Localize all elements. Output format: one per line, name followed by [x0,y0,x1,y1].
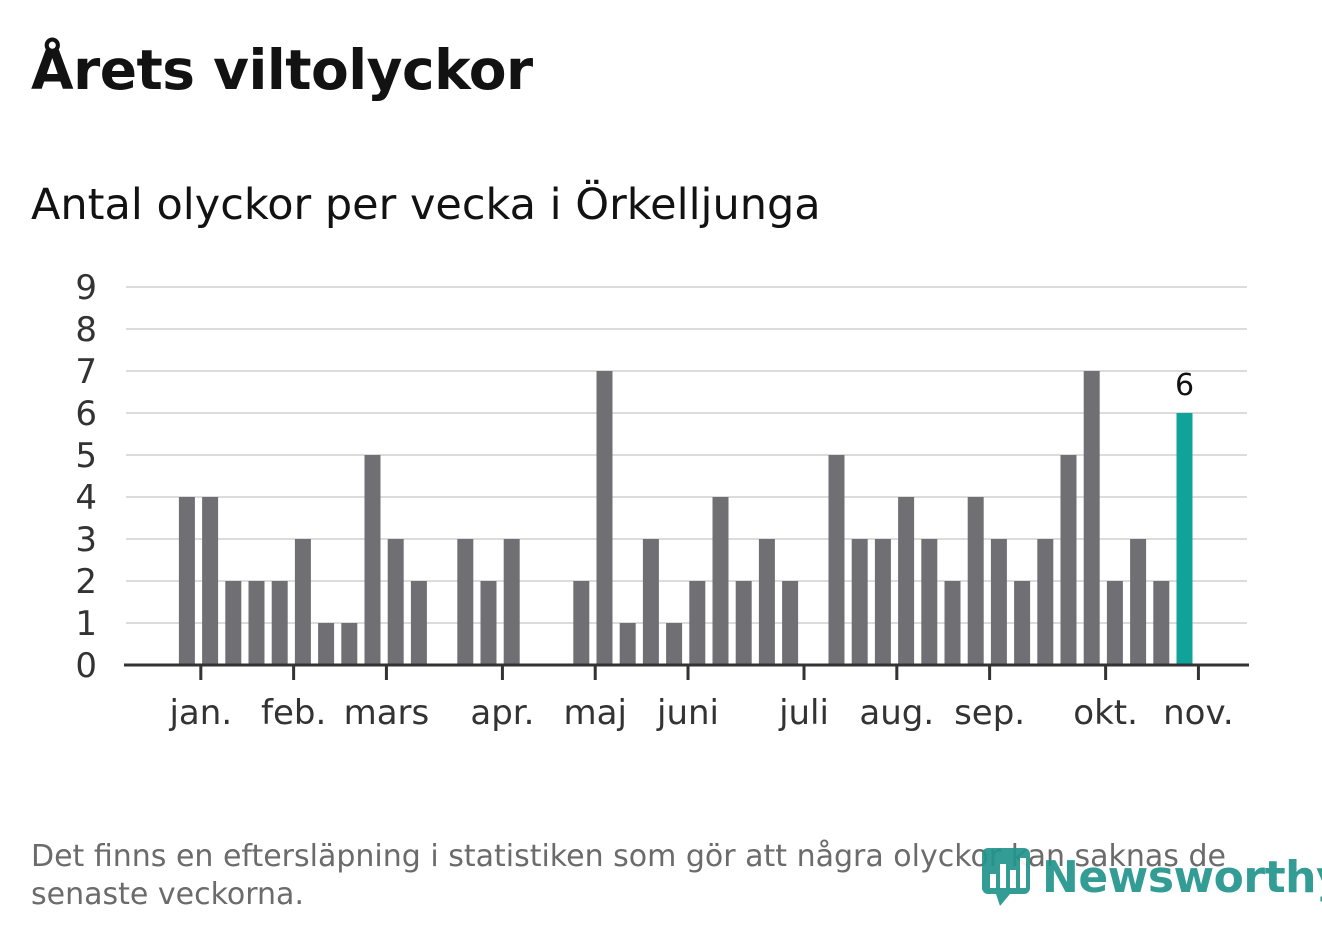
bar [689,581,706,665]
bar [898,497,915,665]
y-tick-label: 7 [75,352,97,392]
y-tick-label: 2 [75,562,97,602]
bar [1106,581,1123,665]
x-tick-label: okt. [1073,693,1138,733]
newsworthy-logo: Newsworthy [980,846,1322,908]
x-tick-label: nov. [1163,693,1234,733]
bar [828,455,845,665]
newsworthy-bar-chart-badge-icon [982,848,1030,906]
y-tick-label: 3 [75,520,97,560]
bar [480,581,497,665]
bar [248,581,265,665]
bar [294,539,311,665]
y-tick-label: 8 [75,310,97,350]
bar [782,581,799,665]
bar [735,581,752,665]
bar-highlight [1176,413,1193,665]
bar [990,539,1007,665]
x-tick-label: apr. [470,693,534,733]
bar [642,539,659,665]
bar [202,497,219,665]
y-tick-label: 9 [75,268,97,308]
bar [573,581,590,665]
bar [596,371,613,665]
chart-subtitle: Antal olyckor per vecka i Örkelljunga [31,180,821,230]
bar [341,623,358,665]
bar [318,623,335,665]
y-tick-label: 0 [75,646,97,686]
y-tick-label: 1 [75,604,97,644]
bar [851,539,868,665]
bar [457,539,474,665]
bar [1037,539,1054,665]
grid-lines [126,286,1247,624]
bar [967,497,984,665]
x-tick-label: sep. [954,693,1025,733]
bar [387,539,404,665]
bar [1153,581,1170,665]
x-tick-label: mars [344,693,430,733]
y-tick-label: 5 [75,436,97,476]
bar [225,581,242,665]
bar [410,581,427,665]
x-tick-label: jan. [168,693,232,733]
bar [271,581,288,665]
x-tick-label: juli [778,693,829,733]
y-tick-label: 6 [75,394,97,434]
bar [1014,581,1031,665]
bar [1083,371,1100,665]
x-axis [124,663,1249,680]
bar [758,539,775,665]
bar [944,581,961,665]
bar [178,497,195,665]
y-tick-label: 4 [75,478,97,518]
bar [1060,455,1077,665]
bar [503,539,520,665]
bars: 6 [178,368,1194,665]
bar [666,623,683,665]
bar [364,455,381,665]
x-tick-label: feb. [261,693,326,733]
logo-text: Newsworthy [1042,851,1322,903]
x-tick-label: aug. [859,693,934,733]
bar [712,497,729,665]
x-tick-label: juni [656,693,719,733]
x-tick-label: maj [564,693,627,733]
x-axis-labels: jan. feb. mars apr. maj juni juli aug. sep. okt. n… [168,693,1233,733]
bar [1130,539,1147,665]
bar [619,623,636,665]
bar [921,539,938,665]
highlight-data-label: 6 [1175,368,1194,403]
page-title: Årets viltolyckor [31,38,533,102]
bar [874,539,891,665]
